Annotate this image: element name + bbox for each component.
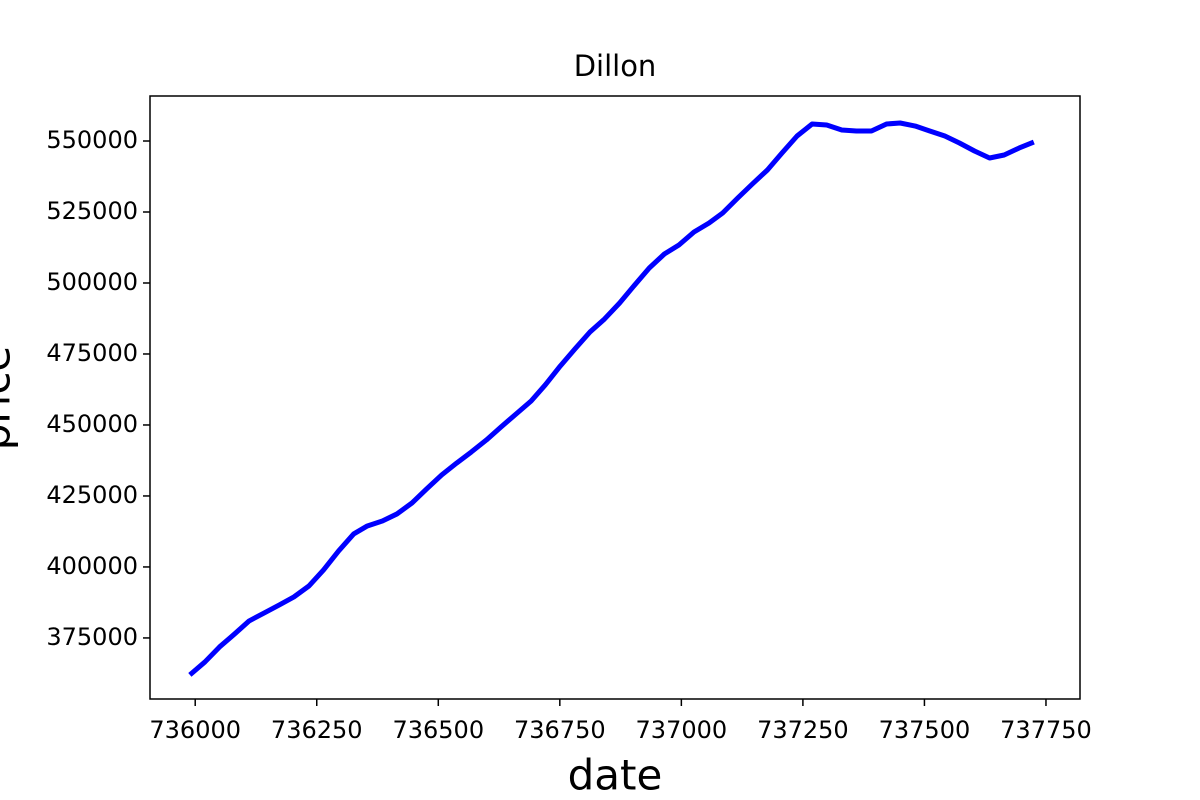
y-tick-label: 450000 [46,410,138,438]
x-tick-label: 736000 [149,716,241,744]
y-tick-label: 500000 [46,268,138,296]
x-tick-label: 737000 [636,716,728,744]
y-tick-label: 375000 [46,623,138,651]
x-tick-label: 736500 [392,716,484,744]
y-tick-label: 400000 [46,552,138,580]
y-tick-label: 425000 [46,481,138,509]
x-tick-label: 736750 [514,716,606,744]
y-tick-label: 475000 [46,339,138,367]
x-tick-label: 737500 [879,716,971,744]
x-tick-label: 737250 [757,716,849,744]
chart-title: Dillon [574,49,657,83]
x-tick-label: 737750 [1000,716,1092,744]
y-axis-label: price [0,346,20,451]
plot-frame [149,95,1081,700]
line-series [188,120,1035,677]
x-axis-label: date [568,751,663,800]
x-tick-label: 736250 [271,716,363,744]
y-tick-label: 525000 [46,197,138,225]
y-tick-label: 550000 [46,126,138,154]
